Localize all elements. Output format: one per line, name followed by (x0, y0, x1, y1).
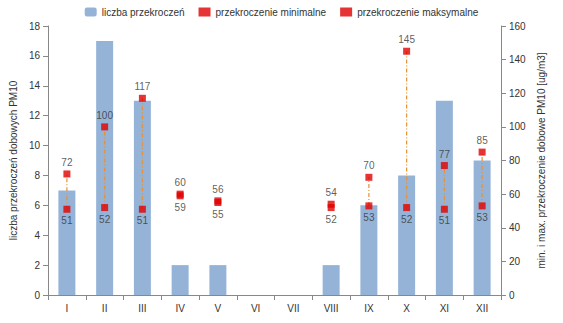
svg-text:120: 120 (509, 88, 526, 99)
svg-text:VII: VII (287, 303, 299, 314)
svg-text:przekroczenie minimalne: przekroczenie minimalne (216, 7, 327, 18)
svg-text:liczba przekroczeń: liczba przekroczeń (102, 7, 185, 18)
svg-text:XII: XII (476, 303, 488, 314)
svg-text:18: 18 (29, 21, 41, 32)
svg-text:51: 51 (61, 215, 73, 226)
svg-text:60: 60 (175, 177, 187, 188)
svg-text:IV: IV (175, 303, 185, 314)
svg-text:I: I (66, 303, 69, 314)
svg-text:100: 100 (96, 110, 113, 121)
svg-text:0: 0 (509, 290, 515, 301)
svg-text:55: 55 (212, 209, 224, 220)
svg-text:53: 53 (363, 212, 375, 223)
svg-text:145: 145 (398, 34, 415, 45)
svg-text:100: 100 (509, 121, 526, 132)
svg-text:117: 117 (134, 81, 150, 92)
svg-text:52: 52 (326, 214, 338, 225)
svg-text:51: 51 (137, 215, 149, 226)
svg-text:X: X (403, 303, 410, 314)
svg-text:14: 14 (29, 80, 41, 91)
svg-text:72: 72 (61, 157, 73, 168)
svg-text:8: 8 (34, 170, 40, 181)
svg-text:2: 2 (34, 260, 40, 271)
svg-text:160: 160 (509, 21, 526, 32)
svg-text:52: 52 (99, 214, 111, 225)
svg-text:10: 10 (29, 140, 41, 151)
svg-text:VI: VI (251, 303, 260, 314)
svg-text:140: 140 (509, 54, 526, 65)
svg-text:II: II (102, 303, 108, 314)
svg-text:80: 80 (509, 155, 521, 166)
svg-text:77: 77 (439, 149, 451, 160)
svg-text:40: 40 (509, 222, 521, 233)
svg-text:V: V (215, 303, 222, 314)
svg-text:51: 51 (439, 215, 451, 226)
svg-text:52: 52 (401, 214, 413, 225)
svg-text:VIII: VIII (324, 303, 339, 314)
svg-text:IX: IX (364, 303, 374, 314)
svg-text:min. i max. przekroczenie dobo: min. i max. przekroczenie dobowe PM10 [u… (536, 52, 547, 268)
svg-text:4: 4 (34, 230, 40, 241)
svg-text:59: 59 (175, 202, 187, 213)
svg-text:przekroczenie maksymalne: przekroczenie maksymalne (357, 7, 479, 18)
svg-text:16: 16 (29, 50, 41, 61)
svg-text:54: 54 (326, 187, 338, 198)
svg-text:III: III (138, 303, 146, 314)
svg-text:0: 0 (34, 290, 40, 301)
svg-text:6: 6 (34, 200, 40, 211)
svg-text:85: 85 (477, 135, 489, 146)
svg-text:60: 60 (509, 189, 521, 200)
svg-text:56: 56 (212, 184, 224, 195)
svg-text:70: 70 (363, 160, 375, 171)
svg-text:liczba przekroczeń dobowych PM: liczba przekroczeń dobowych PM10 (8, 80, 19, 240)
svg-text:12: 12 (29, 110, 41, 121)
svg-text:XI: XI (440, 303, 449, 314)
svg-text:20: 20 (509, 256, 521, 267)
svg-text:53: 53 (477, 212, 489, 223)
